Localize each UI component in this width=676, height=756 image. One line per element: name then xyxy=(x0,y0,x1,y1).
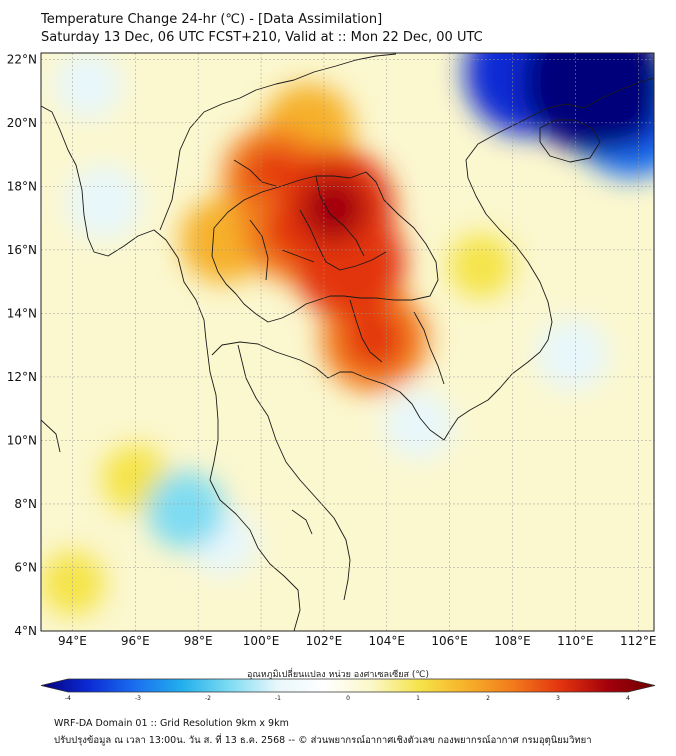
lon-tick-label: 100°E xyxy=(243,634,280,648)
field-core xyxy=(299,175,367,243)
colorbar-tick-label: -3 xyxy=(135,695,141,702)
lat-tick-label: 8°N xyxy=(14,497,37,511)
update-credit: ปรับปรุงข้อมูล ณ เวลา 13:00น. วัน ส. ที่… xyxy=(54,735,592,746)
colorbar-tick-label: 3 xyxy=(556,695,560,702)
field-blob xyxy=(66,164,142,240)
lon-tick-label: 110°E xyxy=(557,634,594,648)
colorbar-tick-label: 0 xyxy=(346,695,350,702)
lon-tick-label: 96°E xyxy=(121,634,150,648)
graticule xyxy=(41,53,654,631)
colorbar-tick-label: -4 xyxy=(65,695,71,702)
lon-tick-label: 102°E xyxy=(306,634,343,648)
latitude-labels: 22°N 20°N 18°N 16°N 14°N 12°N 10°N 8°N 6°N 4°N xyxy=(7,52,37,638)
colorbar-ticks: -4 -3 -2 -1 0 1 2 3 4 xyxy=(65,695,630,702)
lon-tick-label: 94°E xyxy=(58,634,87,648)
field-blob xyxy=(383,389,454,460)
colorbar-tick-label: 4 xyxy=(626,695,630,702)
lat-tick-label: 16°N xyxy=(7,243,37,257)
lat-tick-label: 12°N xyxy=(7,370,37,384)
lat-tick-label: 14°N xyxy=(7,306,37,320)
longitude-labels: 94°E 96°E 98°E 100°E 102°E 104°E 106°E 108°E 110… xyxy=(58,634,657,648)
field-blob xyxy=(535,318,609,392)
field-blob xyxy=(146,471,225,550)
colorbar-tick-label: -2 xyxy=(205,695,211,702)
field-blob xyxy=(41,550,105,616)
lon-tick-label: 104°E xyxy=(369,634,406,648)
lon-tick-label: 98°E xyxy=(184,634,213,648)
field-blob xyxy=(54,53,122,119)
temperature-field xyxy=(41,53,654,616)
model-info: WRF-DA Domain 01 :: Grid Resolution 9km … xyxy=(54,718,289,729)
colorbar-title: อุณหภูมิเปลี่ยนแปลง หน่วย องศาเซลเซียส (… xyxy=(246,670,430,680)
coastlines-borders xyxy=(41,53,654,631)
field-core xyxy=(555,53,634,121)
field-blob xyxy=(448,233,514,299)
colorbar-tick-label: -1 xyxy=(275,695,281,702)
map-frame xyxy=(40,52,655,632)
lon-tick-label: 106°E xyxy=(431,634,468,648)
chart-subtitle: Saturday 13 Dec, 06 UTC FCST+210, Valid … xyxy=(41,30,483,45)
lat-tick-label: 6°N xyxy=(14,560,37,574)
lat-tick-label: 18°N xyxy=(7,179,37,193)
lon-tick-label: 112°E xyxy=(620,634,657,648)
lat-tick-label: 22°N xyxy=(7,52,37,66)
lat-tick-label: 10°N xyxy=(7,433,37,447)
colorbar-tick-label: 1 xyxy=(416,695,420,702)
field-core xyxy=(344,309,404,369)
lat-tick-label: 20°N xyxy=(7,116,37,130)
lat-tick-label: 4°N xyxy=(14,624,37,638)
colorbar-tick-label: 2 xyxy=(486,695,490,702)
lon-tick-label: 108°E xyxy=(494,634,531,648)
temperature-change-map: 22°N 20°N 18°N 16°N 14°N 12°N 10°N 8°N 6°N 4°N 94… xyxy=(7,52,657,648)
chart-title: Temperature Change 24-hr (℃) - [Data Ass… xyxy=(41,12,383,27)
